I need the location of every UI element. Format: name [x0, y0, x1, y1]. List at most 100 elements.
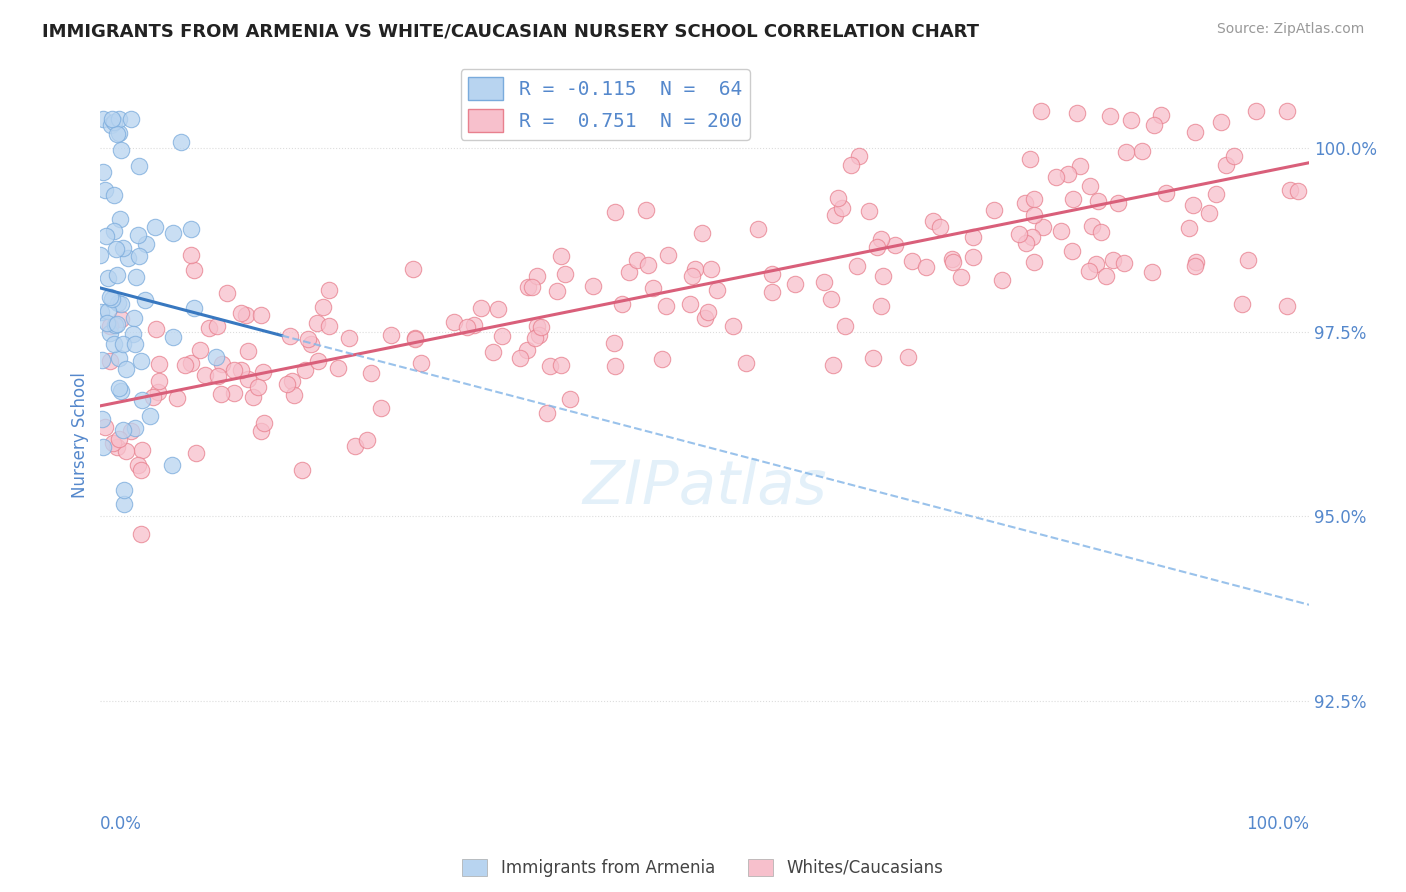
Point [204, 350, 226, 364]
Point [105, 440, 128, 454]
Point [131, 393, 153, 408]
Point [91, 353, 114, 368]
Point [1181, 198, 1204, 212]
Point [612, 297, 634, 311]
Point [207, 369, 229, 384]
Point [231, 362, 253, 376]
Point [246, 380, 269, 394]
Point [145, 322, 167, 336]
Point [97, 304, 120, 318]
Point [108, 381, 131, 395]
Point [554, 267, 576, 281]
Point [98, 319, 121, 334]
Point [813, 275, 835, 289]
Point [602, 335, 624, 350]
Point [166, 391, 188, 405]
Point [1205, 186, 1227, 201]
Point [1223, 149, 1246, 163]
Point [785, 277, 807, 291]
Point [148, 374, 170, 388]
Point [482, 345, 505, 359]
Point [1278, 183, 1301, 197]
Point [105, 317, 128, 331]
Point [222, 363, 245, 377]
Point [1107, 195, 1129, 210]
Point [107, 127, 129, 141]
Point [142, 390, 165, 404]
Point [1069, 159, 1091, 173]
Point [360, 366, 382, 380]
Point [197, 320, 219, 334]
Point [110, 384, 132, 399]
Point [128, 159, 150, 173]
Point [637, 258, 659, 272]
Point [1246, 104, 1268, 119]
Point [605, 204, 627, 219]
Point [697, 305, 720, 319]
Point [1019, 152, 1042, 166]
Point [276, 377, 298, 392]
Point [1237, 253, 1260, 268]
Point [183, 301, 205, 316]
Point [1015, 235, 1038, 250]
Point [700, 261, 723, 276]
Point [129, 527, 152, 541]
Point [693, 310, 716, 325]
Point [1115, 145, 1137, 159]
Point [138, 409, 160, 423]
Point [222, 385, 245, 400]
Point [582, 279, 605, 293]
Point [950, 269, 973, 284]
Point [205, 319, 228, 334]
Point [866, 240, 889, 254]
Point [107, 295, 129, 310]
Point [231, 306, 253, 320]
Point [1275, 104, 1298, 119]
Point [253, 417, 276, 431]
Point [1094, 269, 1116, 284]
Point [127, 458, 149, 472]
Point [655, 299, 678, 313]
Point [100, 354, 122, 368]
Point [404, 331, 426, 345]
Point [831, 202, 853, 216]
Point [318, 319, 340, 334]
Point [845, 259, 868, 273]
Point [110, 312, 132, 326]
Point [983, 203, 1005, 218]
Point [307, 354, 329, 368]
Point [1215, 157, 1237, 171]
Point [103, 336, 125, 351]
Point [98, 289, 121, 303]
Point [250, 308, 273, 322]
Point [96, 228, 118, 243]
Point [1149, 108, 1171, 122]
Point [941, 252, 963, 266]
Point [870, 232, 893, 246]
Point [108, 432, 131, 446]
Point [942, 255, 965, 269]
Point [143, 219, 166, 234]
Point [180, 222, 202, 236]
Point [1142, 118, 1164, 132]
Point [98, 326, 121, 340]
Point [605, 359, 627, 374]
Point [706, 283, 728, 297]
Point [962, 250, 984, 264]
Point [236, 343, 259, 358]
Point [135, 236, 157, 251]
Point [1230, 297, 1253, 311]
Point [162, 227, 184, 241]
Point [217, 285, 239, 300]
Point [100, 112, 122, 126]
Point [869, 299, 891, 313]
Point [679, 297, 702, 311]
Point [962, 230, 984, 244]
Point [96, 316, 118, 330]
Point [120, 424, 142, 438]
Point [112, 497, 135, 511]
Point [252, 365, 274, 379]
Point [651, 351, 673, 366]
Point [111, 423, 134, 437]
Point [617, 265, 640, 279]
